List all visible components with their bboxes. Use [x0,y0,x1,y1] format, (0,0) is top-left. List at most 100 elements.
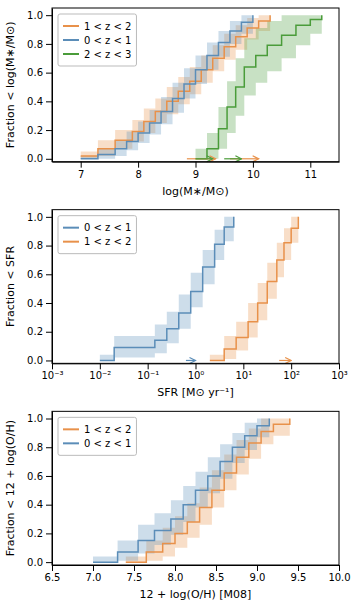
x-tick: 10⁻² [89,363,111,381]
upper-limit-arrow [186,360,196,361]
panel: 6.57.07.58.08.59.09.510.00.00.20.40.60.8… [4,411,351,601]
y-tick: 0.0 [27,557,52,568]
plot-area [81,15,322,159]
y-axis-title: Fraction < SFR [4,246,17,327]
x-tick-mark [253,162,254,168]
y-tick-mark [46,44,52,45]
x-tick: 8.0 [168,565,184,583]
x-axis: 6.57.07.58.08.59.09.510.0 [45,565,351,583]
x-tick-label: 7 [78,169,84,180]
y-tick-mark [46,217,52,218]
y-tick-mark [46,505,52,506]
legend-label: 1 < z < 2 [84,236,131,247]
x-tick: 8 [135,162,141,180]
upper-limits [186,360,291,361]
legend-box [58,417,136,455]
x-tick-mark [291,363,292,369]
legend-entry: 1 < z < 2 [63,424,131,435]
x-tick: 7.0 [86,565,102,583]
x-tick: 10 [247,162,260,180]
x-tick-label: 7.0 [86,572,102,583]
y-tick-label: 0.2 [27,528,43,539]
y-axis-line [52,9,53,163]
plot-frame [52,8,339,162]
y-tick: 1.0 [27,413,52,424]
y-tick-label: 0.6 [27,269,43,280]
x-tick-label: 10¹ [235,370,252,381]
y-tick: 0.2 [27,528,52,539]
legend-entry: 1 < z < 2 [63,236,131,247]
legend-label: 2 < z < 3 [84,49,131,60]
x-tick-label: 10³ [331,370,348,381]
x-tick-label: 9.0 [250,572,266,583]
legend-swatch [63,25,79,27]
x-tick: 7.5 [127,565,143,583]
y-axis-line [52,412,53,566]
x-tick: 9 [193,162,199,180]
legend-label: 1 < z < 2 [84,21,131,32]
y-tick-label: 0.2 [27,125,43,136]
y-tick-mark [46,419,52,420]
cdf-line [210,217,298,361]
legend-label: 1 < z < 2 [84,424,131,435]
x-tick-label: 7.5 [127,572,143,583]
y-axis: 0.00.20.40.60.81.0 [27,210,52,366]
y-tick-label: 0.6 [27,67,43,78]
legend-swatch [63,227,79,229]
x-tick-mark [134,565,135,571]
x-tick: 10⁻³ [41,363,63,381]
x-tick-mark [100,363,101,369]
y-tick: 0.8 [27,39,52,50]
y-tick-label: 0.4 [27,499,43,510]
y-tick: 0.0 [27,153,52,164]
y-axis: 0.00.20.40.60.81.0 [27,9,52,165]
legend-swatch [63,53,79,55]
y-tick-mark [46,303,52,304]
x-tick: 10⁰ [188,363,205,381]
upper-limit-arrow [224,158,241,159]
legend-label: 0 < z < 1 [84,222,131,233]
legend: 0 < z < 1 1 < z < 2 [58,216,136,254]
legend-entry: 0 < z < 1 [63,438,131,449]
y-tick-mark [46,447,52,448]
y-tick-mark [46,159,52,160]
x-tick-label: 8.0 [168,572,184,583]
legend-box [58,216,136,254]
figure: 78910110.00.20.40.60.81.0log(M∗/M⊙)Fract… [0,0,355,605]
legend-box [58,14,136,66]
y-tick: 0.6 [27,471,52,482]
y-tick-label: 0.8 [27,39,43,50]
x-tick-label: 10⁰ [188,370,205,381]
y-tick-label: 0.6 [27,471,43,482]
legend: 1 < z < 2 0 < z < 1 [58,417,136,455]
cdf-line [196,15,322,159]
confidence-band [210,217,298,361]
y-tick: 1.0 [27,10,52,21]
y-tick-mark [46,332,52,333]
x-tick: 6.5 [45,565,61,583]
y-tick-mark [46,246,52,247]
x-tick-label: 8 [135,169,141,180]
x-tick: 10² [283,363,300,381]
panel: 78910110.00.20.40.60.81.0log(M∗/M⊙)Fract… [4,8,340,198]
x-tick-mark [339,565,340,571]
y-tick-mark [46,533,52,534]
x-tick-label: 9 [193,169,199,180]
panel: 10⁻³10⁻²10⁻¹10⁰10¹10²10³0.00.20.40.60.81… [4,210,348,400]
x-tick-mark [148,363,149,369]
y-tick-mark [46,15,52,16]
x-tick-mark [81,162,82,168]
cdf-line [81,15,270,156]
legend-entry: 0 < z < 1 [63,222,131,233]
x-tick-mark [216,565,217,571]
x-tick-label: 6.5 [45,572,61,583]
y-tick-label: 1.0 [27,10,43,21]
x-tick-mark [310,162,311,168]
x-tick: 8.5 [209,565,225,583]
x-tick-mark [93,565,94,571]
x-tick: 7 [78,162,84,180]
x-axis-title: SFR [M⊙ yr⁻¹] [157,386,233,399]
legend-swatch [63,428,79,430]
y-tick: 0.2 [27,326,52,337]
y-tick: 0.6 [27,269,52,280]
